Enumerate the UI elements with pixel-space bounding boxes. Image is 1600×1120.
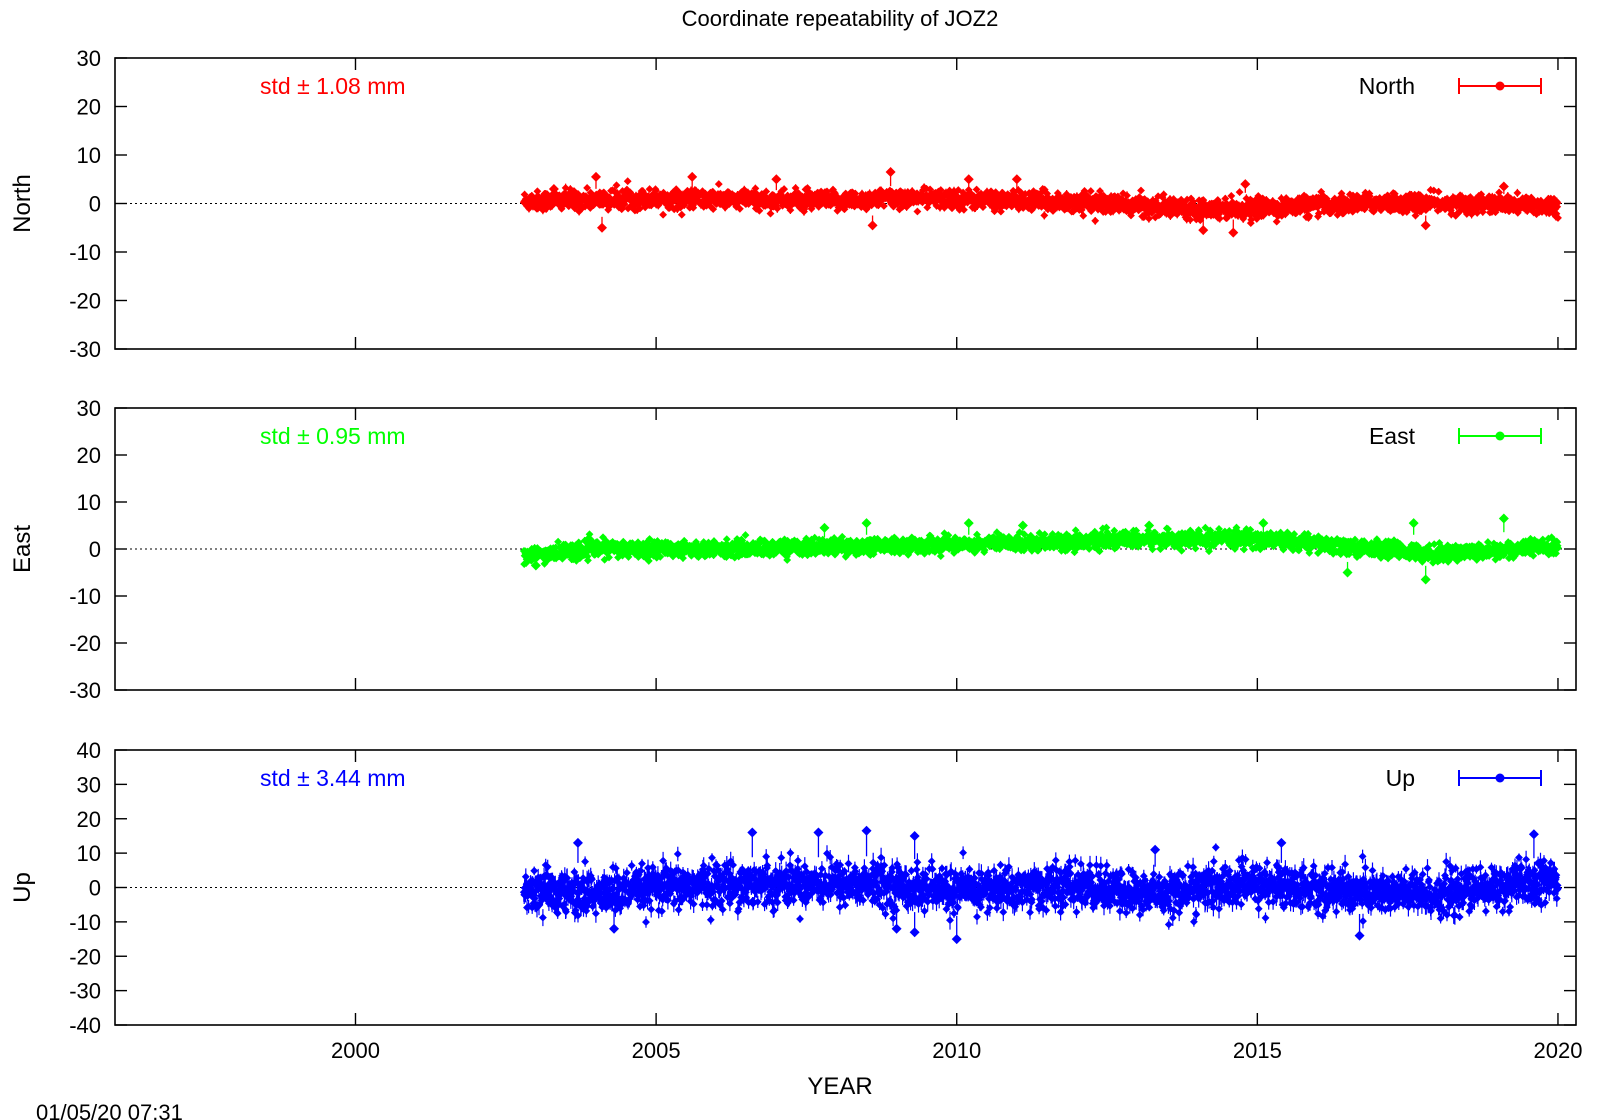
data-points xyxy=(519,177,1562,228)
outlier-point xyxy=(867,220,878,231)
legend-marker xyxy=(1495,431,1505,441)
y-tick-label: -30 xyxy=(69,678,101,703)
outlier-point xyxy=(1144,520,1155,531)
outlier-point xyxy=(572,837,583,848)
panel-east: -30 -20 -10 0 10 20 30 East std ± 0.95 mm East xyxy=(9,396,1577,703)
outlier-point xyxy=(1498,513,1509,524)
y-tick-label: 30 xyxy=(77,46,101,71)
y-tick-label: 20 xyxy=(77,95,101,120)
legend-label: North xyxy=(1359,73,1415,99)
y-tick-label: -40 xyxy=(69,1013,101,1038)
series-north xyxy=(519,166,1562,238)
outlier-point xyxy=(1342,567,1353,578)
y-tick-label: 0 xyxy=(89,537,101,562)
std-label: std ± 3.44 mm xyxy=(260,765,406,791)
outlier-point xyxy=(1528,829,1539,840)
outlier-point xyxy=(861,518,872,529)
legend-label: East xyxy=(1369,423,1416,449)
y-axis-title: North xyxy=(9,174,36,233)
outlier-point xyxy=(1150,844,1161,855)
y-axis-title: East xyxy=(9,525,36,573)
panel-north: -30 -20 -10 0 10 20 30 North std ± 1.08 mm North xyxy=(9,46,1577,362)
x-tick-label: 2010 xyxy=(932,1038,981,1063)
outlier-point xyxy=(747,827,758,838)
y-tick-label: 0 xyxy=(89,192,101,217)
std-label: std ± 0.95 mm xyxy=(260,423,406,449)
y-tick-label: -20 xyxy=(69,944,101,969)
std-label: std ± 1.08 mm xyxy=(260,73,406,99)
outlier-point xyxy=(609,923,620,934)
legend-label: Up xyxy=(1386,765,1415,791)
y-tick-label: -20 xyxy=(69,289,101,314)
y-axis-title: Up xyxy=(9,872,36,903)
y-tick-label: -30 xyxy=(69,337,101,362)
outlier-point xyxy=(963,174,974,185)
outlier-point xyxy=(1258,518,1269,529)
outlier-point xyxy=(1198,225,1209,236)
y-tick-label: -10 xyxy=(69,584,101,609)
outlier-point xyxy=(909,927,920,938)
panel-up: -40 -30 -20 -10 0 10 20 30 40 2000 2005 2010 2015 202… xyxy=(9,738,1582,1063)
y-tick-label: 10 xyxy=(77,143,101,168)
y-tick-label: -30 xyxy=(69,979,101,1004)
timestamp: 01/05/20 07:31 xyxy=(36,1100,183,1120)
outlier-point xyxy=(813,827,824,838)
y-tick-label: 0 xyxy=(89,876,101,901)
legend-marker xyxy=(1495,81,1505,91)
x-axis-title: YEAR xyxy=(807,1073,872,1100)
x-tick-label: 2005 xyxy=(632,1038,681,1063)
outlier-point xyxy=(1240,179,1251,190)
outlier-point xyxy=(687,171,698,182)
outlier-point xyxy=(1017,520,1028,531)
outlier-point xyxy=(548,183,559,194)
outlier-point xyxy=(1354,930,1365,941)
outlier-point xyxy=(963,518,974,529)
outlier-point xyxy=(819,522,830,533)
data-points xyxy=(519,523,1562,569)
y-tick-label: -20 xyxy=(69,631,101,656)
series-east xyxy=(519,513,1562,585)
outlier-point xyxy=(885,166,896,177)
outlier-point xyxy=(597,222,607,233)
outlier-point xyxy=(530,560,541,571)
x-tick-label: 2015 xyxy=(1233,1038,1282,1063)
y-tick-label: 20 xyxy=(77,443,101,468)
legend-marker xyxy=(1495,773,1505,783)
chart-title: Coordinate repeatability of JOZ2 xyxy=(682,6,999,31)
outlier-point xyxy=(1420,220,1431,231)
outlier-point xyxy=(590,171,601,182)
y-tick-label: 30 xyxy=(77,772,101,797)
outlier-point xyxy=(1408,518,1419,529)
x-tick-label: 2000 xyxy=(331,1038,380,1063)
y-tick-label: -10 xyxy=(69,240,101,265)
y-tick-label: 30 xyxy=(77,396,101,421)
outlier-point xyxy=(1011,174,1022,185)
outlier-point xyxy=(861,825,872,836)
y-tick-label: 10 xyxy=(77,490,101,515)
outlier-point xyxy=(1276,837,1287,848)
x-tick-label: 2020 xyxy=(1533,1038,1582,1063)
series-up xyxy=(519,825,1562,945)
data-points xyxy=(519,843,1562,929)
outlier-point xyxy=(951,934,962,945)
outlier-point xyxy=(909,830,920,841)
outlier-point xyxy=(1228,227,1239,238)
y-tick-label: 40 xyxy=(77,738,101,763)
y-tick-label: -10 xyxy=(69,910,101,935)
outlier-point xyxy=(1498,181,1509,192)
outlier-point xyxy=(1420,574,1431,585)
outlier-point xyxy=(891,923,902,934)
outlier-point xyxy=(771,174,782,185)
y-tick-label: 20 xyxy=(77,807,101,832)
y-tick-label: 10 xyxy=(77,841,101,866)
